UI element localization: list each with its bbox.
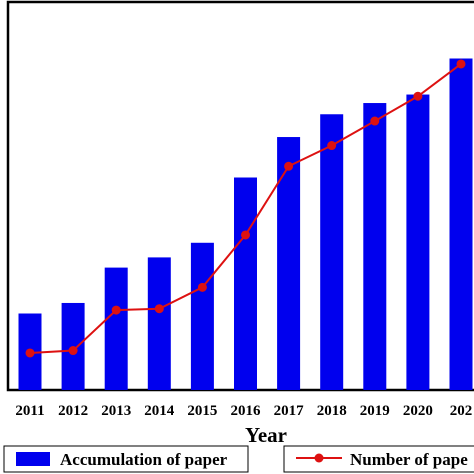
- bar-2019: [363, 103, 387, 390]
- bar-2018: [320, 114, 344, 390]
- bar-2016: [234, 177, 257, 390]
- bar-2020: [406, 94, 430, 390]
- x-tick-label-2020: 2020: [403, 403, 433, 419]
- x-tick-label-2013: 2013: [101, 403, 131, 419]
- bar-202: [449, 58, 473, 390]
- x-tick-label-2019: 2019: [360, 403, 390, 419]
- x-tick-label-2014: 2014: [144, 403, 175, 419]
- line-point-2014: [154, 304, 164, 314]
- x-axis-title: Year: [245, 423, 287, 447]
- line-series: [25, 59, 466, 358]
- legend-swatch-marker: [314, 453, 324, 463]
- x-tick-label-2016: 2016: [231, 403, 262, 419]
- bar-2013: [104, 267, 128, 390]
- line-point-2013: [111, 305, 121, 315]
- bar-2017: [277, 137, 301, 390]
- line-point-2011: [25, 348, 35, 358]
- x-tick-label-2018: 2018: [317, 403, 347, 419]
- legend-swatch-bar: [16, 452, 50, 466]
- line-point-2015: [197, 282, 207, 292]
- x-tick-label-202: 202: [450, 403, 473, 419]
- line-point-2019: [370, 116, 380, 126]
- bar-2014: [147, 257, 171, 390]
- x-tick-label-2015: 2015: [187, 403, 217, 419]
- x-tick-label-2012: 2012: [58, 403, 88, 419]
- legend-label-bar: Accumulation of paper: [60, 450, 228, 469]
- legend-label-line: Number of pape: [350, 450, 468, 469]
- x-tick-label-2017: 2017: [274, 403, 305, 419]
- line-point-2018: [327, 141, 337, 151]
- bar-series: [18, 58, 473, 390]
- legend-frame-line: [283, 445, 474, 473]
- line-point-2016: [241, 230, 250, 240]
- line-point-2020: [413, 91, 423, 101]
- legend: Accumulation of paper Number of pape: [3, 445, 474, 473]
- x-tick-labels: 2011 2012 2013 2014 2015 2016 2017 2018 2019 2020…: [15, 403, 472, 419]
- line-point-2012: [68, 346, 78, 356]
- bar-2015: [190, 242, 214, 390]
- legend-frame-bar: [3, 445, 249, 473]
- line-point-202: [456, 59, 466, 69]
- line-point-2017: [284, 161, 294, 171]
- x-tick-label-2011: 2011: [15, 403, 44, 419]
